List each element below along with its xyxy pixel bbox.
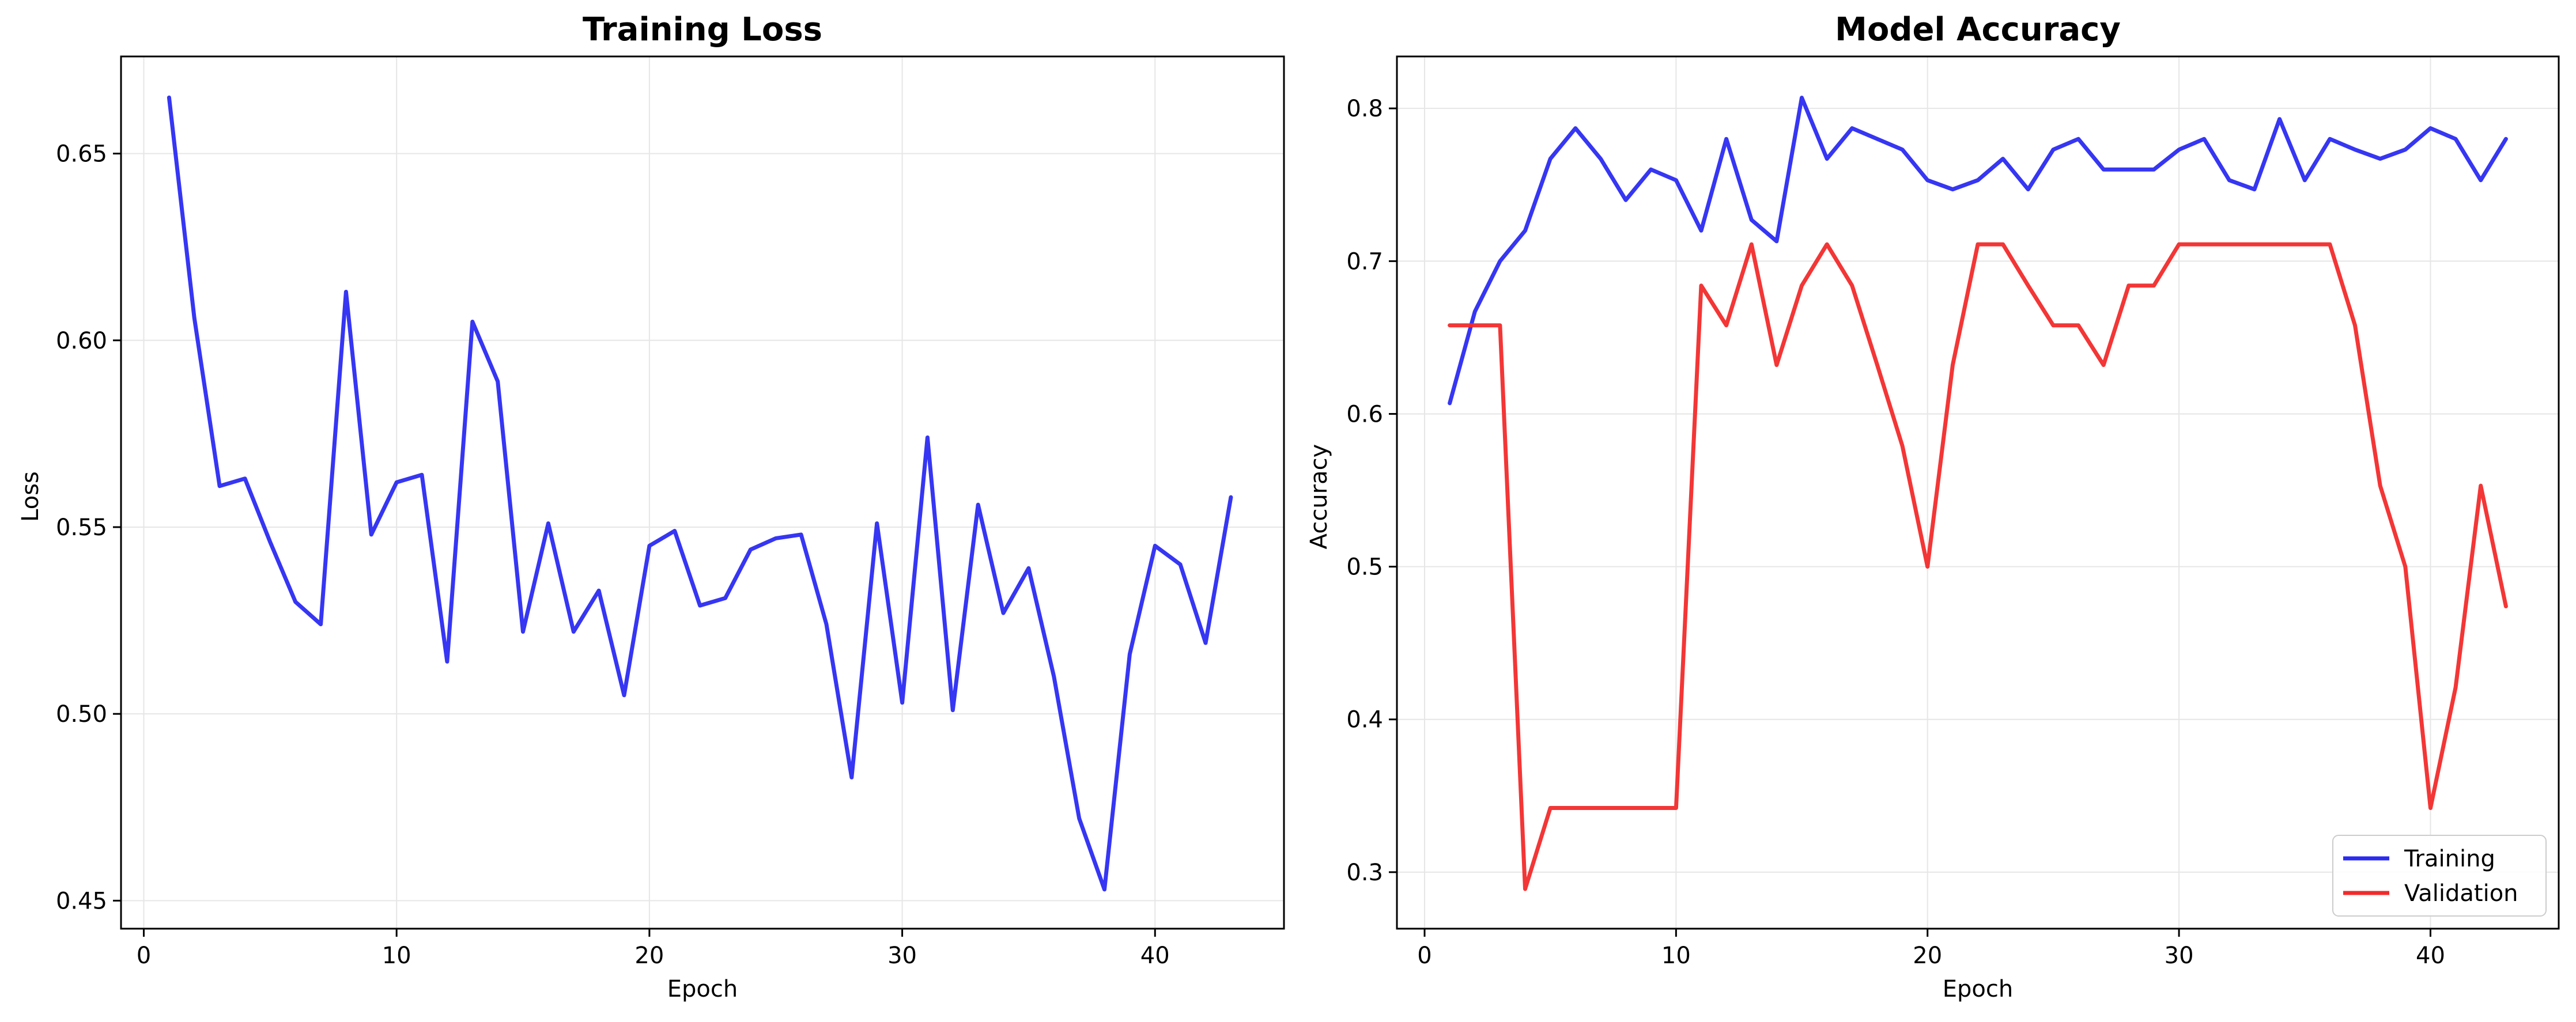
training-loss-xtick-label-2: 20: [634, 942, 664, 969]
model-accuracy-legend-validation-label: Validation: [2404, 880, 2518, 907]
training-loss-ylabel: Loss: [17, 471, 44, 522]
model-accuracy-xtick-label-3: 30: [2165, 942, 2194, 969]
model-accuracy-ytick-label-2: 0.5: [1346, 554, 1383, 581]
model-accuracy-xtick-label-2: 20: [1913, 942, 1942, 969]
training-loss-xtick-label-4: 40: [1140, 942, 1170, 969]
model-accuracy-training-line: [1448, 96, 2508, 406]
model-accuracy-xlabel: Epoch: [1943, 976, 2013, 1002]
model-accuracy-ylabel: Accuracy: [1306, 444, 1332, 550]
model-accuracy-validation-line: [1448, 242, 2508, 891]
model-accuracy-ytick-label-4: 0.7: [1346, 248, 1383, 275]
training-loss-xlabel: Epoch: [667, 976, 738, 1002]
training-loss-xtick-label-3: 30: [887, 942, 917, 969]
model-accuracy-ytick-label-5: 0.8: [1346, 96, 1383, 122]
training-loss-title: Training Loss: [583, 11, 822, 48]
training-loss-ytick-label-3: 0.60: [56, 328, 107, 354]
model-accuracy-panel: Model Accuracy Epoch Accuracy 0 10 20 30 40 0…: [1306, 11, 2560, 1002]
model-accuracy-legend-box: [2332, 835, 2547, 917]
training-loss-panel: Training Loss Epoch Loss 0 10 20 30 40 0.45 0.…: [17, 11, 1285, 1002]
training-loss-xtick-label-0: 0: [137, 942, 151, 969]
model-accuracy-ytick-label-0: 0.3: [1346, 860, 1383, 886]
training-loss-plot-frame: [120, 55, 1285, 930]
training-loss-loss-line: [167, 95, 1233, 892]
training-loss-ytick-label-0: 0.45: [56, 888, 107, 914]
model-accuracy-legend-training-label: Training: [2404, 846, 2495, 872]
model-accuracy-ytick-label-1: 0.4: [1346, 707, 1383, 733]
training-loss-xtick-label-1: 10: [382, 942, 411, 969]
training-loss-ytick-label-4: 0.65: [56, 141, 107, 168]
training-loss-ytick-label-1: 0.50: [56, 701, 107, 728]
model-accuracy-ytick-label-3: 0.6: [1346, 401, 1383, 427]
model-accuracy-xtick-label-1: 10: [1661, 942, 1691, 969]
model-accuracy-plot-frame: [1396, 55, 2560, 930]
training-loss-ytick-label-2: 0.55: [56, 514, 107, 541]
model-accuracy-legend: Training Validation: [2332, 835, 2547, 917]
model-accuracy-xtick-label-4: 40: [2416, 942, 2445, 969]
model-accuracy-title: Model Accuracy: [1835, 11, 2121, 48]
model-accuracy-xtick-label-0: 0: [1417, 942, 1431, 969]
